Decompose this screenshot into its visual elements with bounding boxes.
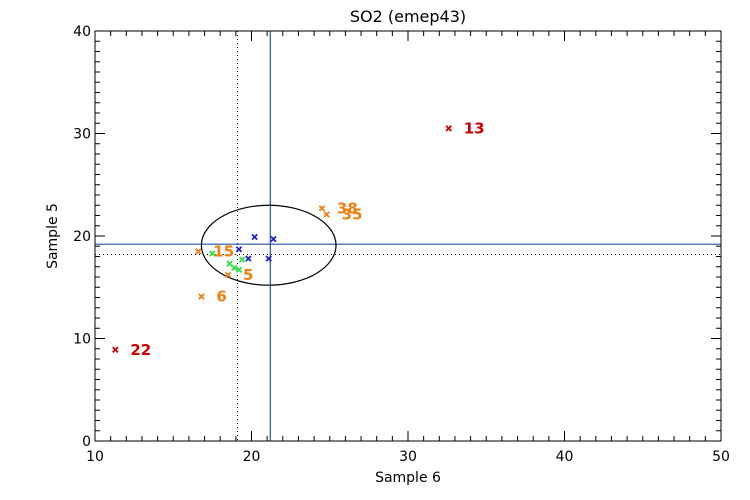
point-marker — [265, 255, 272, 262]
point-label: 5 — [243, 266, 253, 284]
point-marker — [445, 125, 452, 132]
data-point-blue — [245, 255, 252, 262]
x-tick-label: 50 — [712, 449, 730, 465]
point-label: 38 — [337, 199, 358, 217]
data-point-blue — [251, 233, 258, 241]
point-marker — [318, 205, 326, 212]
data-point-orange: 5 — [224, 266, 253, 284]
point-marker — [235, 266, 243, 274]
point-marker — [226, 260, 233, 267]
point-marker — [112, 346, 119, 354]
point-label: 35 — [342, 205, 363, 223]
point-marker — [224, 271, 232, 279]
chart-title: SO2 (emep43) — [350, 7, 466, 26]
axis-ticks — [94, 30, 722, 442]
data-point-orange: 6 — [198, 287, 227, 305]
point-marker — [238, 256, 246, 263]
y-axis-title: Sample 5 — [45, 203, 61, 269]
y-tick-label: 10 — [73, 332, 91, 348]
point-label: 6 — [216, 287, 226, 305]
point-label: 22 — [130, 341, 151, 359]
plot-area — [95, 31, 721, 441]
y-tick-label: 40 — [73, 24, 91, 40]
point-marker — [235, 246, 243, 253]
data-point-blue — [270, 235, 277, 243]
confidence-ellipse — [200, 204, 337, 286]
point-marker — [231, 264, 238, 272]
point-marker — [245, 255, 252, 262]
y-tick-label: 30 — [73, 127, 91, 143]
y-tick-label: 20 — [73, 229, 91, 245]
point-marker — [251, 233, 258, 241]
point-marker — [198, 293, 205, 300]
plot-frame — [94, 30, 722, 442]
x-tick-label: 30 — [399, 449, 417, 465]
point-marker — [323, 211, 330, 218]
data-point-orange: 15 — [195, 242, 234, 260]
x-tick-label: 40 — [556, 449, 574, 465]
data-point-green — [231, 264, 238, 272]
point-label: 15 — [213, 242, 234, 260]
point-label: 13 — [464, 119, 485, 137]
x-axis-title: Sample 6 — [375, 470, 441, 486]
x-tick-label: 20 — [243, 449, 261, 465]
data-point-orange: 38 — [318, 199, 358, 217]
point-marker — [195, 248, 202, 255]
point-marker — [270, 235, 277, 243]
data-point-blue — [265, 255, 272, 262]
point-marker — [209, 250, 216, 257]
data-point-green — [238, 256, 246, 263]
data-point-green — [235, 266, 243, 274]
data-point-orange: 35 — [323, 205, 363, 223]
data-point-red: 22 — [112, 341, 151, 359]
x-tick-label: 10 — [86, 449, 104, 465]
data-point-green — [209, 250, 216, 257]
data-point-red: 13 — [445, 119, 485, 137]
data-point-blue — [235, 246, 243, 253]
data-point-green — [226, 260, 233, 267]
y-tick-label: 0 — [82, 434, 91, 450]
